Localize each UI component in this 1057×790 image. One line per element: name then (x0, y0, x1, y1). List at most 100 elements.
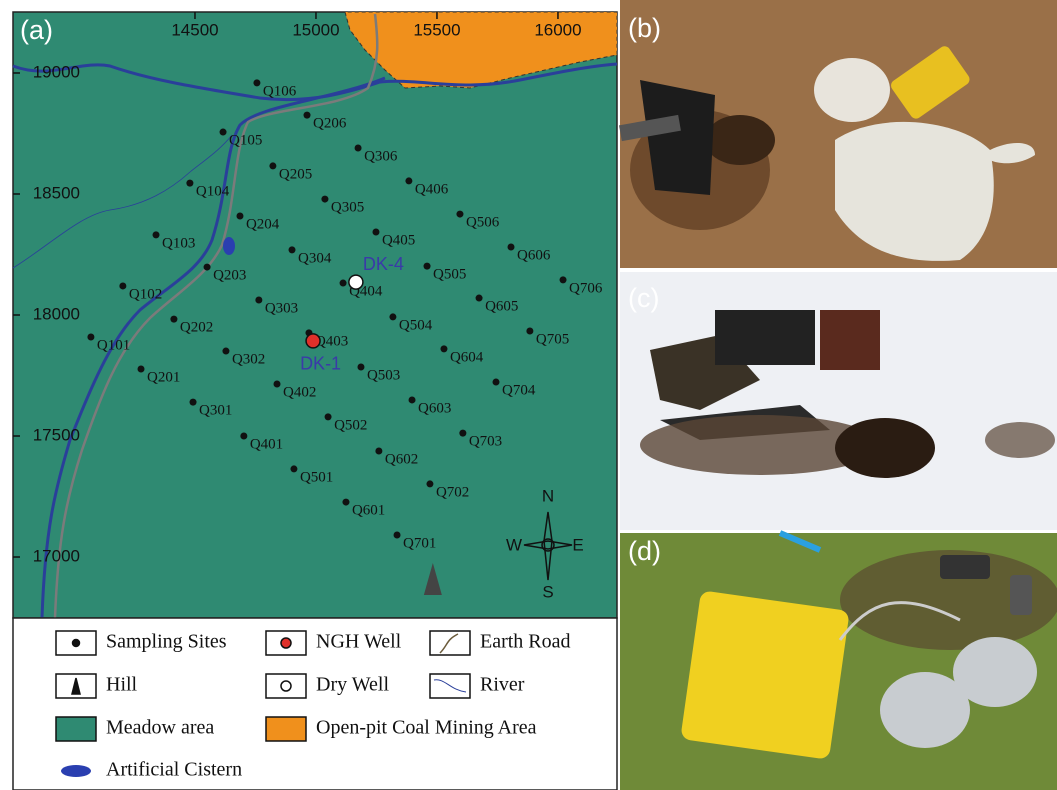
page: N S W E (a) 1450015000155001600017000175… (0, 0, 1057, 790)
site-label: Q201 (147, 369, 180, 385)
site-label: Q506 (466, 215, 500, 231)
site-label: Q501 (300, 469, 333, 485)
well-label: DK-1 (300, 354, 341, 374)
artificial-cistern (223, 237, 235, 255)
site-label: Q502 (334, 417, 367, 433)
sampling-site (357, 364, 364, 371)
panel-label: (b) (628, 13, 661, 43)
legend-label: Earth Road (480, 631, 571, 653)
sampling-site (340, 280, 347, 287)
well (349, 275, 363, 289)
site-label: Q305 (331, 200, 364, 216)
y-tick-label: 17000 (33, 546, 80, 565)
site-label: Q605 (485, 298, 518, 314)
legend-label: Open-pit Coal Mining Area (316, 717, 537, 739)
sampling-site (138, 365, 145, 372)
site-label: Q406 (415, 181, 449, 197)
legend-label: Dry Well (316, 674, 389, 696)
sampling-site (119, 282, 126, 289)
sampling-site (526, 327, 533, 334)
compass-label: N (542, 486, 554, 505)
site-label: Q203 (213, 268, 246, 284)
x-tick-label: 15000 (292, 20, 339, 39)
site-label: Q304 (298, 250, 332, 266)
panel-label: (d) (628, 536, 661, 566)
compass-label: E (572, 535, 583, 554)
sampling-site (389, 313, 396, 320)
site-label: Q604 (450, 349, 484, 365)
site-label: Q503 (367, 367, 400, 383)
sampling-site (508, 243, 515, 250)
sampling-site (87, 334, 94, 341)
site-label: Q701 (403, 535, 436, 551)
sampling-site (304, 112, 311, 119)
sampling-site (325, 413, 332, 420)
sampling-site (170, 316, 177, 323)
site-label: Q603 (418, 400, 451, 416)
meadow-area (13, 12, 617, 618)
sampling-site (153, 231, 160, 238)
legend-label: Meadow area (106, 717, 214, 739)
sampling-site (355, 145, 362, 152)
site-label: Q106 (263, 83, 297, 99)
sampling-site (253, 79, 260, 86)
sampling-site (405, 177, 412, 184)
legend-label: Hill (106, 674, 138, 696)
site-label: Q302 (232, 351, 265, 367)
x-tick-label: 14500 (171, 20, 218, 39)
legend-label: River (480, 674, 525, 696)
site-label: Q601 (352, 503, 385, 519)
sampling-site (440, 345, 447, 352)
y-tick-label: 19000 (33, 62, 80, 81)
site-label: Q705 (536, 331, 569, 347)
sampling-site (255, 296, 262, 303)
legend-label: Artificial Cistern (106, 759, 242, 781)
site-label: Q606 (517, 247, 551, 263)
sampling-site (394, 531, 401, 538)
well-label: DK-4 (363, 254, 404, 274)
sampling-site (409, 396, 416, 403)
sampling-site (424, 263, 431, 270)
site-label: Q303 (265, 300, 298, 316)
site-label: Q102 (129, 286, 162, 302)
site-label: Q704 (502, 382, 536, 398)
site-label: Q301 (199, 403, 232, 419)
site-label: Q206 (313, 116, 347, 132)
sampling-site (204, 264, 211, 271)
sampling-site (186, 180, 193, 187)
well (306, 334, 320, 348)
photo-b (619, 0, 1057, 268)
x-tick-label: 15500 (413, 20, 460, 39)
y-tick-label: 18500 (33, 183, 80, 202)
legend-label: Sampling Sites (106, 631, 227, 653)
y-tick-label: 17500 (33, 425, 80, 444)
sampling-site (375, 448, 382, 455)
sampling-site (190, 399, 197, 406)
site-label: Q101 (97, 337, 130, 353)
sampling-site (342, 499, 349, 506)
site-label: Q104 (196, 184, 230, 200)
site-label: Q706 (569, 280, 603, 296)
sampling-site (274, 380, 281, 387)
sampling-site (321, 196, 328, 203)
sampling-site (240, 433, 247, 440)
sampling-site (372, 228, 379, 235)
panel-label: (c) (628, 283, 659, 313)
sampling-site (459, 430, 466, 437)
site-label: Q306 (364, 148, 398, 164)
sampling-site (493, 379, 500, 386)
sampling-site (269, 162, 276, 169)
site-label: Q505 (433, 267, 466, 283)
photo-d (620, 533, 1057, 790)
site-label: Q204 (246, 216, 280, 232)
sampling-site (290, 465, 297, 472)
compass-label: S (542, 582, 553, 601)
sampling-site (220, 129, 227, 136)
photo-c (620, 272, 1057, 530)
site-label: Q702 (436, 484, 469, 500)
sampling-site (456, 211, 463, 218)
sampling-site (222, 348, 229, 355)
panel-label: (a) (20, 15, 53, 45)
site-label: Q105 (229, 132, 262, 148)
site-label: Q202 (180, 320, 213, 336)
